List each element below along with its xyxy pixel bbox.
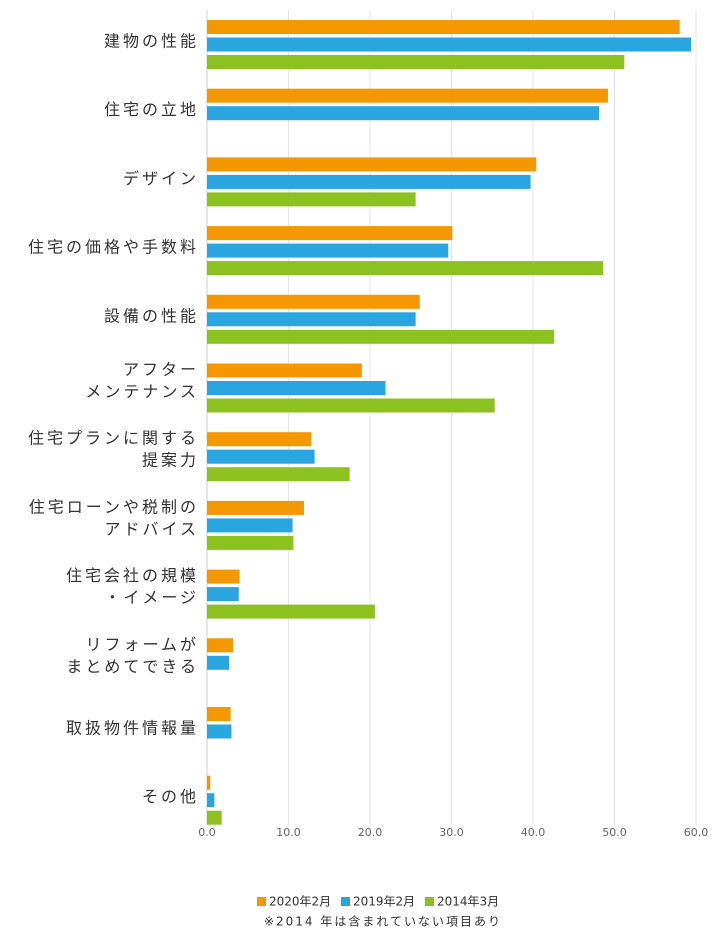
bar: [207, 775, 211, 790]
note: ※2014 年は含まれていない項目あり: [264, 914, 502, 929]
bar: [207, 535, 294, 550]
bar: [207, 243, 449, 258]
y-tick-label: 住宅プランに関する: [28, 429, 199, 448]
x-tick-label: 10.0: [276, 826, 301, 839]
legend-label: 2014年3月: [437, 895, 499, 909]
bar: [207, 655, 230, 670]
bar: [207, 329, 555, 344]
bar: [207, 467, 350, 482]
bar: [207, 312, 416, 327]
bar: [207, 88, 608, 103]
bar: [207, 398, 495, 413]
bar: [207, 432, 312, 447]
y-tick-label: ・イメージ: [104, 588, 199, 607]
y-tick-label: アドバイス: [104, 519, 199, 538]
y-tick-label: 取扱物件情報量: [66, 719, 199, 738]
bar: [207, 604, 375, 619]
bar: [207, 261, 604, 276]
y-tick-label: 住宅の価格や手数料: [28, 238, 199, 257]
y-tick-label: 提案力: [142, 451, 199, 470]
y-tick-label: 建物の性能: [104, 32, 199, 51]
bar: [207, 518, 293, 533]
bar: [207, 55, 625, 69]
y-tick-label: 住宅の立地: [104, 100, 199, 119]
legend-label: 2019年2月: [353, 895, 415, 909]
bar: [207, 724, 232, 739]
bar: [207, 449, 315, 464]
bar: [207, 106, 600, 121]
bar: [207, 174, 531, 189]
x-tick-label: 50.0: [602, 826, 627, 839]
y-tick-label: アフター: [123, 360, 199, 379]
y-tick-label: その他: [142, 787, 199, 806]
x-tick-label: 0.0: [198, 826, 216, 839]
bar: [207, 587, 239, 602]
x-tick-label: 30.0: [439, 826, 464, 839]
bar: [207, 157, 537, 172]
y-tick-label: デザイン: [123, 169, 199, 188]
y-tick-label: 住宅ローンや税制の: [29, 497, 199, 516]
bar: [207, 569, 240, 584]
y-tick-label: リフォームが: [85, 635, 199, 654]
legend-swatch: [425, 897, 434, 906]
bar: [207, 638, 234, 653]
legend-swatch: [257, 897, 266, 906]
x-tick-label: 20.0: [358, 826, 383, 839]
legend-label: 2020年2月: [269, 895, 331, 909]
y-tick-label: 住宅会社の規模: [66, 566, 199, 585]
y-tick-label: まとめてできる: [66, 657, 199, 676]
bar: [207, 20, 680, 34]
bar: [207, 810, 222, 825]
bar: [207, 500, 304, 515]
legend-swatch: [341, 897, 350, 906]
bar: [207, 363, 362, 378]
bar: [207, 192, 416, 207]
bar: [207, 381, 386, 395]
bar: [207, 294, 420, 309]
bar: [207, 37, 692, 52]
bar: [207, 707, 231, 721]
y-tick-label: 設備の性能: [104, 306, 199, 325]
x-tick-label: 40.0: [521, 826, 546, 839]
bar: [207, 226, 453, 241]
x-tick-label: 60.0: [684, 826, 709, 839]
bar: [207, 793, 215, 808]
y-tick-label: メンテナンス: [85, 382, 199, 401]
